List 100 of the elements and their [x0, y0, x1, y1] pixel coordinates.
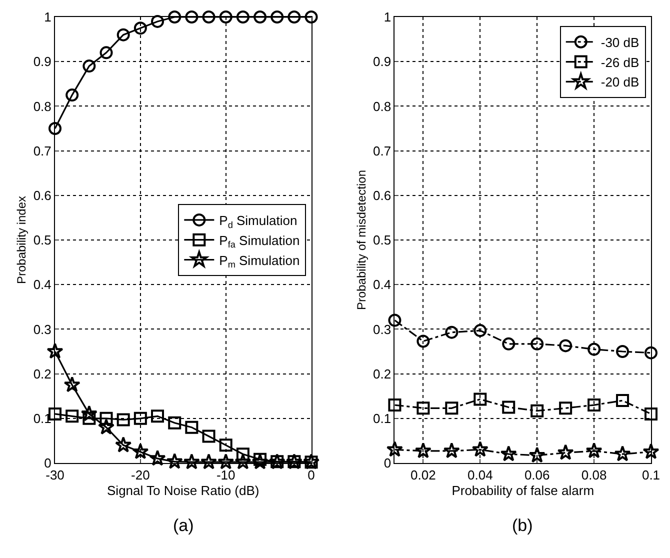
point — [416, 402, 430, 415]
y-tick-label: 1 — [384, 10, 392, 25]
point — [185, 10, 198, 24]
legend-label: -30 dB — [600, 34, 640, 50]
point — [616, 345, 630, 358]
point — [500, 445, 517, 462]
point — [168, 10, 182, 24]
y-tick-label: 0.6 — [33, 188, 52, 203]
point — [502, 337, 516, 350]
point — [530, 337, 544, 350]
y-tick-label: 0.5 — [33, 232, 52, 248]
point — [98, 418, 115, 435]
y-tick-label: 0.2 — [33, 366, 52, 382]
y-tick-label: 0.8 — [373, 98, 392, 114]
point — [588, 342, 601, 356]
point — [183, 453, 200, 470]
y-tick-label: 1 — [44, 10, 52, 25]
point — [304, 10, 318, 24]
point — [134, 412, 147, 425]
x-tick-label: -10 — [216, 468, 236, 483]
point — [64, 376, 80, 392]
point — [202, 430, 216, 443]
point — [416, 334, 430, 348]
y-tick-label: 0.9 — [33, 54, 52, 70]
point — [202, 10, 216, 24]
y-tick-label: 0.7 — [373, 143, 392, 158]
point — [528, 446, 546, 463]
point — [134, 22, 147, 35]
point — [100, 412, 113, 425]
point — [66, 410, 79, 423]
y-tick-label: 0.6 — [373, 188, 392, 203]
point — [168, 416, 182, 430]
point — [616, 394, 630, 408]
point — [254, 10, 267, 24]
point — [149, 450, 166, 466]
point — [270, 10, 284, 24]
x-tick-label: -20 — [131, 468, 150, 483]
point — [502, 400, 516, 414]
y-tick-label: 0.3 — [33, 322, 52, 337]
y-tick-label: 0.8 — [33, 98, 52, 114]
point — [557, 444, 574, 460]
point — [254, 452, 267, 466]
y-axis-title: Probability of misdetection — [354, 170, 368, 310]
x-axis-title: Signal To Noise Ratio (dB) — [107, 483, 260, 498]
y-tick-label: 0.4 — [33, 277, 52, 292]
point — [48, 122, 62, 135]
y-tick-label: 0.2 — [373, 366, 392, 382]
point — [559, 339, 572, 352]
x-tick-label: 0.1 — [642, 468, 660, 483]
point — [82, 60, 96, 73]
y-tick-label: 0.1 — [373, 410, 392, 426]
y-tick-label: 0 — [384, 456, 392, 471]
y-tick-label: 0.5 — [373, 232, 392, 248]
point — [644, 407, 658, 420]
point — [151, 410, 164, 423]
point — [100, 46, 113, 60]
y-tick-label: 0.1 — [33, 410, 52, 426]
point — [219, 10, 232, 24]
text: (b) — [512, 516, 533, 535]
point — [218, 453, 234, 470]
legend-label: P$_{m}$ Simulation — [219, 252, 300, 270]
text: (a) — [173, 516, 194, 535]
point — [234, 453, 252, 470]
point — [200, 453, 218, 470]
legend-label: -20 dB — [600, 74, 640, 90]
point — [445, 326, 458, 339]
point — [82, 412, 96, 425]
point — [115, 436, 132, 452]
point — [559, 402, 572, 415]
point — [151, 14, 164, 28]
point — [252, 453, 268, 470]
point — [236, 10, 250, 24]
point — [530, 404, 544, 418]
point — [236, 448, 250, 461]
legend-label: -26 dB — [600, 54, 640, 70]
point — [386, 440, 404, 457]
point — [116, 28, 130, 42]
point — [588, 398, 601, 412]
x-tick-label: 0 — [308, 468, 315, 483]
x-tick-label: 0.04 — [467, 468, 493, 483]
point — [443, 442, 460, 458]
point — [474, 392, 487, 406]
point — [644, 346, 658, 360]
x-tick-label: 0.02 — [410, 468, 436, 483]
point — [288, 10, 301, 24]
point — [445, 402, 458, 415]
legend-label: P$_{fa}$ Simulation — [219, 232, 300, 250]
point — [116, 413, 130, 426]
point — [472, 440, 488, 457]
point — [219, 438, 232, 452]
y-tick-label: 0.4 — [373, 277, 392, 292]
x-tick-label: 0.06 — [524, 468, 550, 483]
y-axis-title: Probability index — [14, 196, 29, 284]
y-tick-label: 0.9 — [373, 54, 392, 70]
point — [614, 445, 631, 462]
y-tick-label: 0.7 — [33, 143, 52, 158]
point — [474, 324, 487, 338]
point — [46, 342, 64, 359]
point — [166, 452, 183, 469]
x-tick-label: 0.08 — [581, 468, 607, 483]
